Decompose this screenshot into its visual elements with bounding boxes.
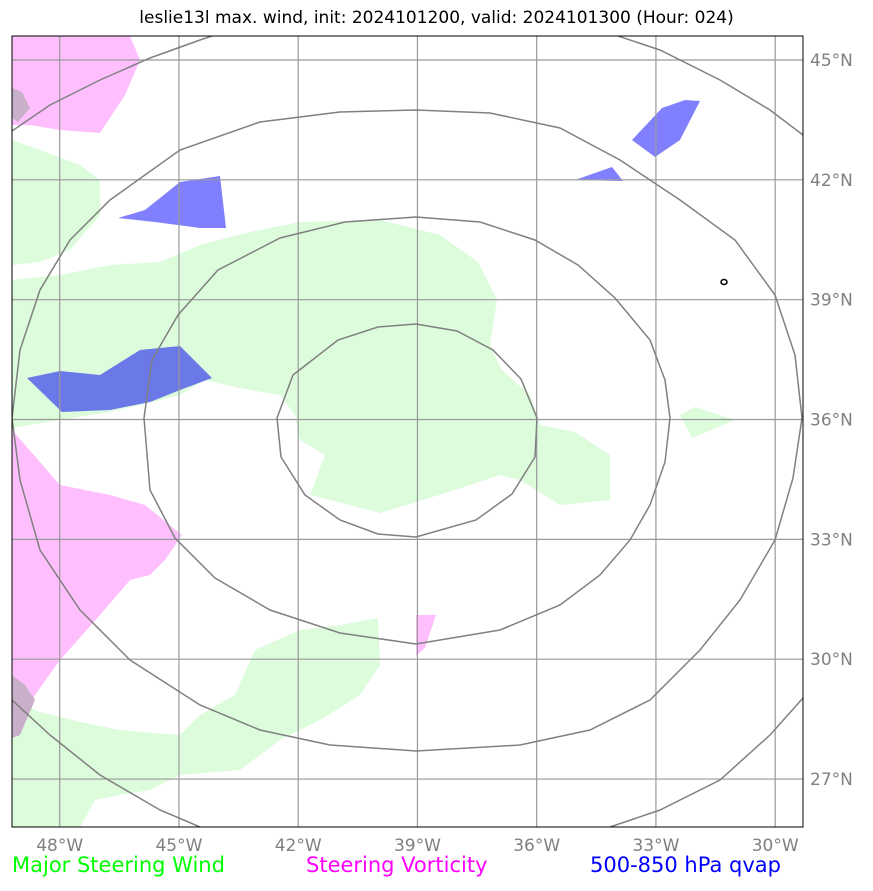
legend-steering-vorticity: Steering Vorticity — [306, 853, 488, 877]
latitude-tick-labels: 45°N 42°N 39°N 36°N 33°N 30°N 27°N — [810, 51, 853, 790]
longitude-tick-label: 33°W — [632, 836, 679, 856]
range-ring — [12, 109, 803, 752]
qvap-region — [27, 346, 212, 412]
longitude-tick-label: 48°W — [36, 836, 83, 856]
legend-major-steering-wind: Major Steering Wind — [12, 853, 225, 877]
qvap-region — [575, 167, 623, 181]
longitude-tick-label: 39°W — [394, 836, 441, 856]
graticule — [12, 36, 803, 827]
storm-center-marker — [720, 278, 728, 286]
steering-wind-region — [12, 618, 380, 827]
range-ring — [143, 216, 671, 645]
qvap-region — [632, 100, 700, 157]
longitude-tick-label: 30°W — [752, 836, 799, 856]
map-title: leslie13l max. wind, init: 2024101200, v… — [139, 8, 734, 28]
longitude-tick-label: 36°W — [513, 836, 560, 856]
vorticity-overlap — [12, 675, 35, 738]
longitude-tick-labels: 48°W 45°W 42°W 39°W 36°W 33°W 30°W — [36, 836, 799, 856]
latitude-tick-label: 39°N — [810, 291, 853, 311]
vorticity-region — [12, 430, 182, 738]
range-ring — [12, 36, 803, 827]
plot-frame — [11, 35, 804, 828]
range-rings — [12, 36, 803, 827]
steering-wind-region — [680, 407, 735, 438]
qvap-regions — [27, 100, 700, 412]
longitude-tick-label: 42°W — [275, 836, 322, 856]
latitude-tick-label: 33°N — [810, 530, 853, 550]
range-ring — [276, 323, 538, 538]
steering-wind-regions — [12, 140, 735, 827]
steering-wind-region — [12, 220, 610, 513]
latitude-tick-label: 45°N — [810, 51, 853, 71]
qvap-region — [118, 176, 226, 228]
latitude-tick-label: 27°N — [810, 770, 853, 790]
legend-qvap: 500-850 hPa qvap — [590, 853, 781, 877]
latitude-tick-label: 42°N — [810, 171, 853, 191]
vorticity-overlap — [12, 88, 30, 122]
steering-wind-region — [12, 140, 100, 265]
latitude-tick-label: 36°N — [810, 411, 853, 431]
latitude-tick-label: 30°N — [810, 650, 853, 670]
longitude-tick-label: 45°W — [155, 836, 202, 856]
vorticity-region — [416, 615, 436, 656]
